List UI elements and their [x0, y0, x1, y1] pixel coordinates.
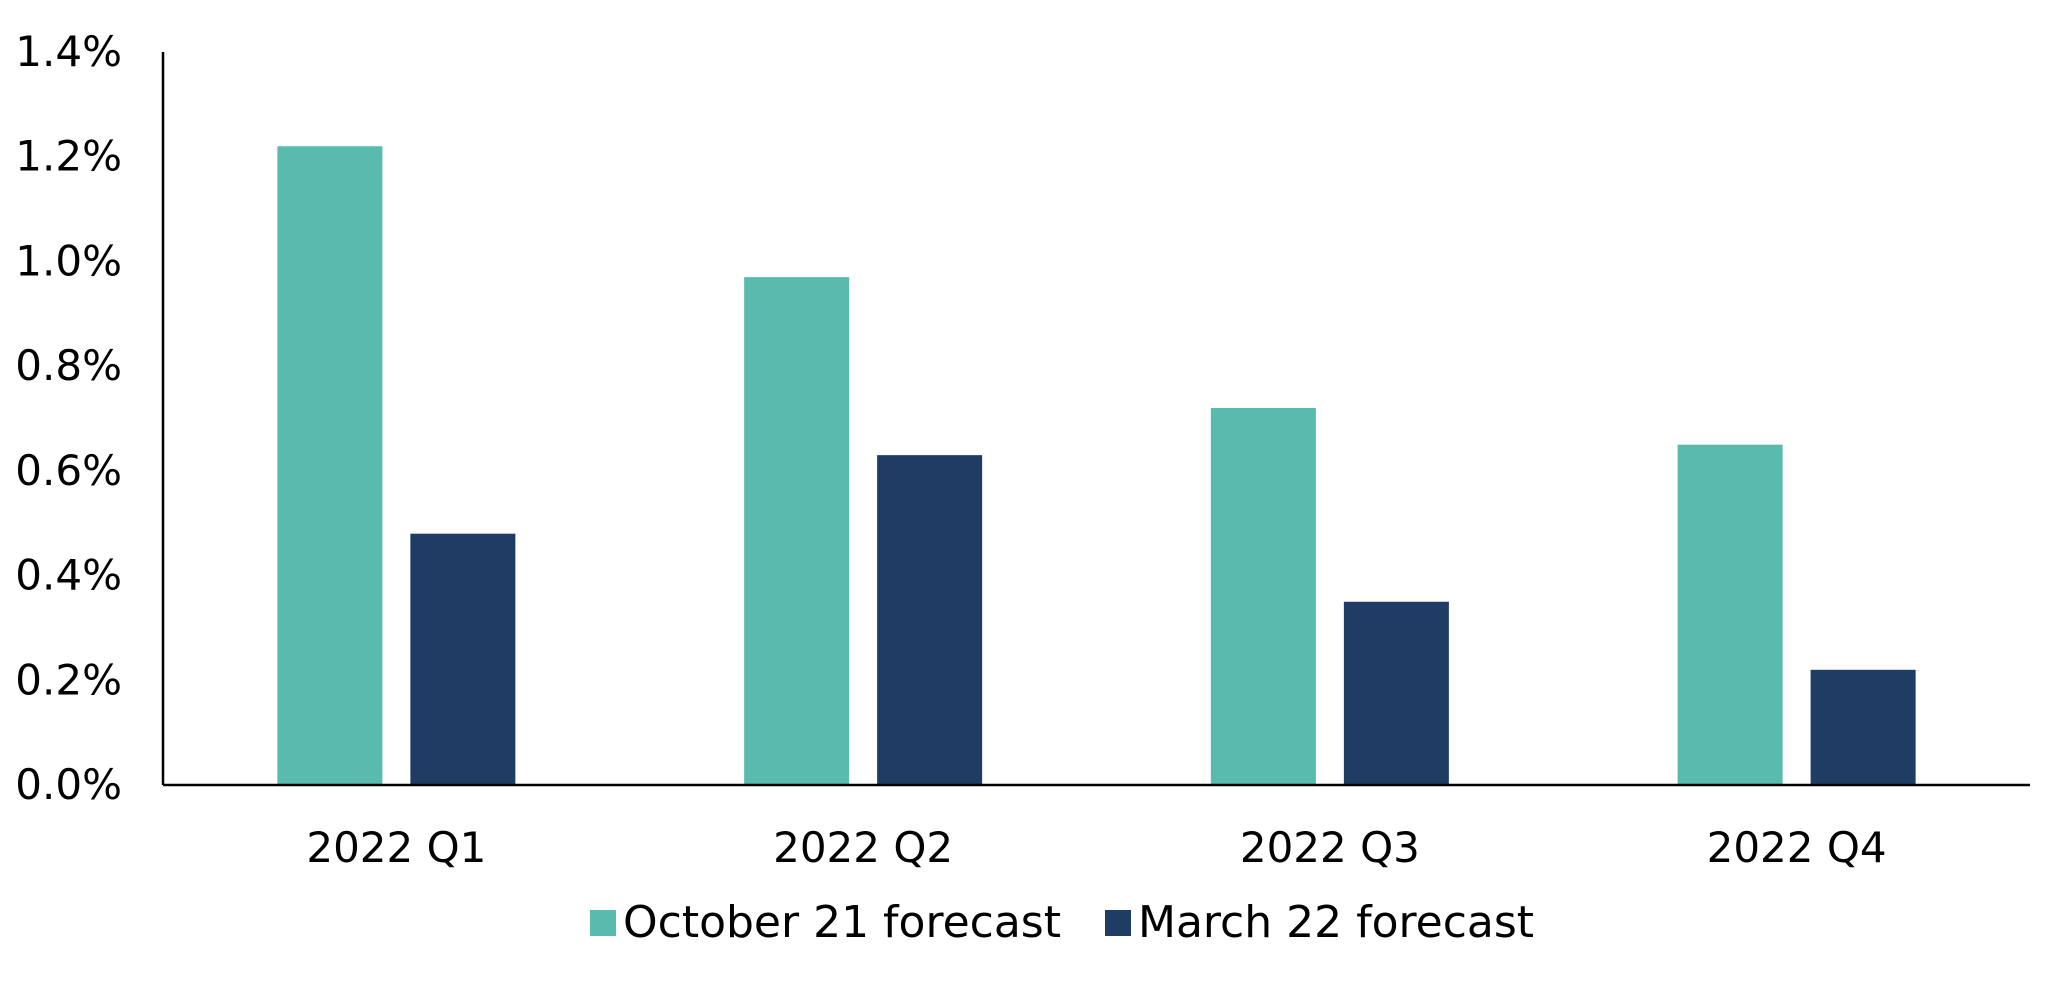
legend-label: March 22 forecast [1138, 897, 1534, 948]
bar-march-22-forecast-1 [410, 533, 516, 785]
y-tick-label: 0.2% [15, 655, 122, 704]
bars [277, 146, 1916, 785]
bar-october-21-forecast-4 [1677, 444, 1783, 785]
y-tick-label: 0.4% [15, 551, 122, 600]
y-tick-label: 0.8% [15, 341, 122, 390]
bar-march-22-forecast-3 [1343, 601, 1449, 785]
bar-march-22-forecast-4 [1810, 669, 1916, 785]
bar-march-22-forecast-2 [877, 455, 983, 785]
y-tick-label: 1.4% [15, 27, 122, 76]
y-axis: 0.0% 0.2% 0.4% 0.6% 0.8% 1.0% 1.2% 1.4% [15, 27, 165, 809]
x-tick-label: 2022 Q1 [306, 823, 486, 872]
legend-swatch [1105, 910, 1131, 936]
x-tick-label: 2022 Q2 [773, 823, 953, 872]
x-axis: 2022 Q1 2022 Q2 2022 Q3 2022 Q4 [163, 783, 2030, 872]
bar-october-21-forecast-2 [744, 277, 850, 785]
x-tick-label: 2022 Q3 [1240, 823, 1420, 872]
bar-october-21-forecast-1 [277, 146, 383, 785]
y-tick-label: 1.0% [15, 236, 122, 285]
y-tick-label: 0.0% [15, 760, 122, 809]
bar-october-21-forecast-3 [1210, 408, 1316, 785]
legend: October 21 forecast March 22 forecast [590, 897, 1534, 948]
legend-swatch [590, 910, 616, 936]
y-tick-label: 0.6% [15, 446, 122, 495]
x-tick-label: 2022 Q4 [1707, 823, 1887, 872]
legend-label: October 21 forecast [623, 897, 1061, 948]
y-tick-label: 1.2% [15, 132, 122, 181]
